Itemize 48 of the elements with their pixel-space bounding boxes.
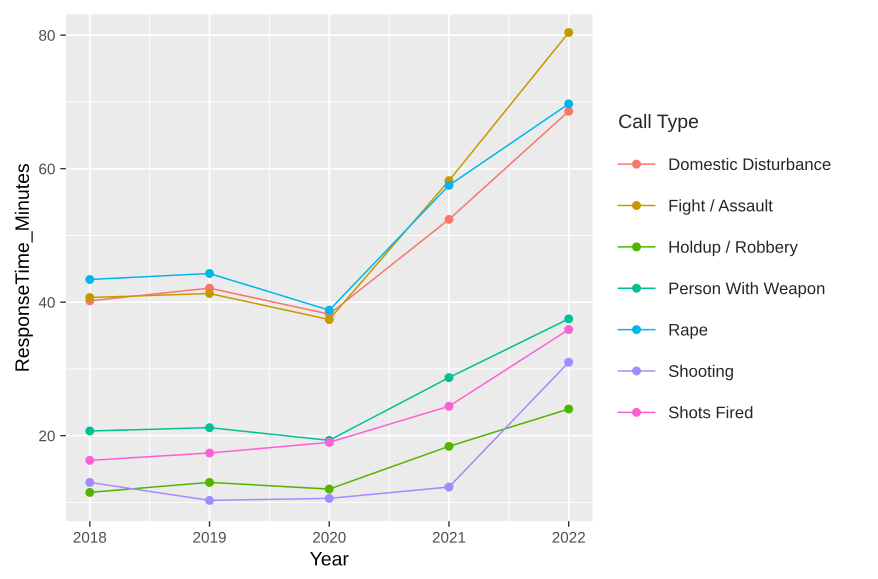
point: [324, 306, 334, 315]
point: [205, 288, 214, 298]
legend-label: Domestic Disturbance: [670, 158, 830, 170]
point: [205, 268, 214, 278]
point: [85, 274, 94, 284]
legend-label: Rape: [670, 324, 708, 339]
x-tick-label: 2020: [313, 532, 346, 543]
x-tick-label: 2022: [552, 532, 585, 543]
legend-label: Shots Fired: [668, 406, 752, 418]
point: [564, 28, 574, 38]
point: [564, 106, 574, 116]
x-tick-label: 2021: [432, 532, 466, 543]
y-tick-label: 40: [38, 297, 55, 308]
legend-label: Fight / Assault: [670, 199, 773, 215]
point: [444, 482, 454, 492]
point: [324, 315, 334, 324]
point: [85, 488, 94, 497]
point: [444, 180, 454, 190]
point: [324, 494, 334, 503]
point: [444, 402, 454, 411]
legend-label: Person With Weapon: [670, 282, 824, 298]
point: [205, 478, 214, 487]
y-tick-label: 60: [39, 164, 55, 174]
point: [564, 325, 574, 334]
point: [205, 496, 214, 505]
point: [564, 314, 574, 324]
point: [564, 99, 574, 108]
legend-label: Holdup / Robbery: [670, 240, 798, 256]
point: [444, 442, 454, 451]
point: [564, 358, 574, 367]
point: [564, 404, 574, 414]
x-axis-title: Year: [310, 552, 349, 566]
point: [444, 373, 454, 382]
legend-title: Call Type: [619, 114, 698, 132]
point: [324, 484, 334, 494]
x-tick-label: 2018: [74, 532, 106, 543]
y-tick-label: 80: [39, 30, 55, 41]
y-axis-title: ResponseTime_Minutes: [14, 164, 33, 371]
point: [85, 426, 94, 436]
x-tick-label: 2019: [193, 532, 226, 543]
point: [85, 478, 94, 487]
point: [444, 214, 454, 224]
point: [85, 292, 94, 302]
point: [85, 456, 94, 465]
legend-label: Shooting: [668, 364, 733, 380]
point: [205, 423, 214, 432]
y-tick-label: 20: [39, 430, 55, 442]
point: [205, 448, 214, 458]
